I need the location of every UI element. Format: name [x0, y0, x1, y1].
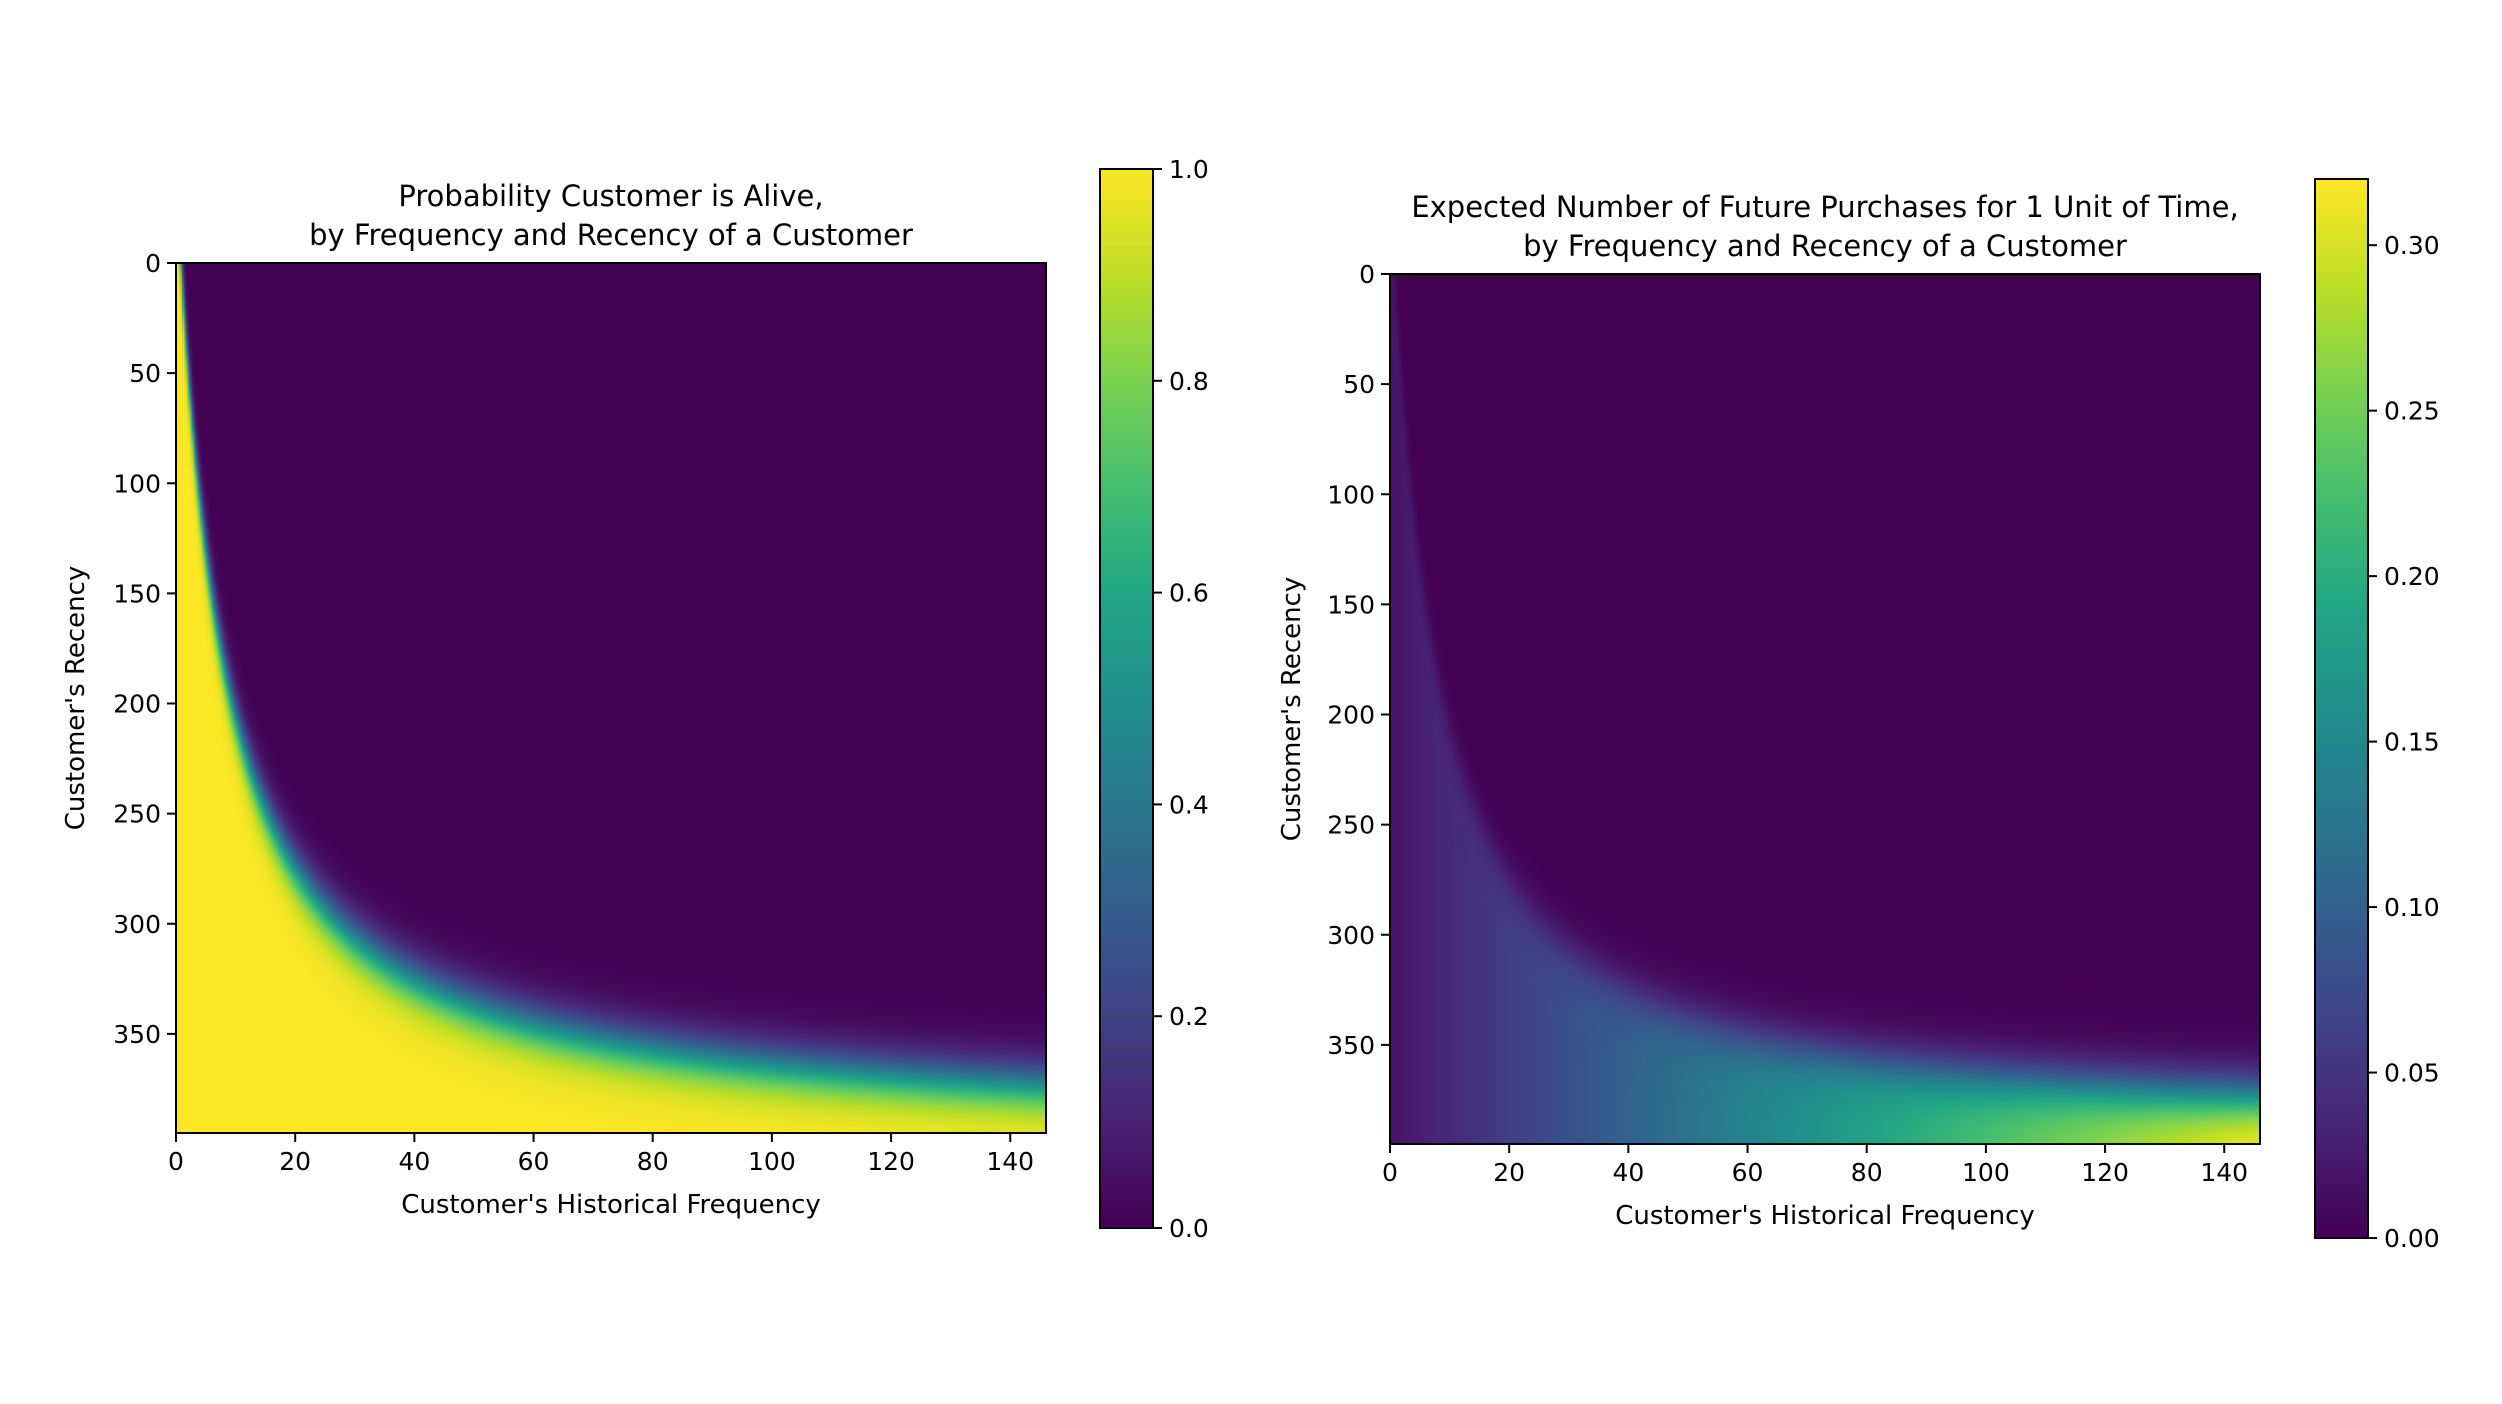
- chart1-colorbar-tick-label: 0.4: [1169, 790, 1209, 819]
- chart1-colorbar-frame: [1099, 168, 1154, 1229]
- chart2-y-tick-label: 350: [1327, 1031, 1375, 1060]
- chart2-plot-frame: [1389, 273, 2261, 1145]
- chart1-y-tick-label: 0: [145, 249, 161, 278]
- chart-probability-alive: Probability Customer is Alive, by Freque…: [61, 155, 1209, 1243]
- chart2-y-tick-label: 250: [1327, 811, 1375, 840]
- chart1-title-line1: Probability Customer is Alive,: [398, 179, 823, 213]
- chart2-y-label: Customer's Recency: [1277, 577, 1307, 842]
- chart1-x-tick-label: 120: [867, 1147, 915, 1176]
- chart1-colorbar-tick-label: 0.6: [1169, 579, 1209, 608]
- chart1-plot-frame: [175, 262, 1047, 1134]
- chart1-colorbar-image: [1100, 169, 1153, 1228]
- chart2-title-line2: by Frequency and Recency of a Customer: [1523, 229, 2127, 263]
- chart2-heatmap-image: [1390, 274, 2260, 1144]
- chart2-colorbar-tick-label: 0.30: [2384, 231, 2440, 260]
- chart1-x-tick-label: 20: [279, 1147, 311, 1176]
- chart1-y-label: Customer's Recency: [61, 566, 91, 831]
- chart2-colorbar-tick-label: 0.10: [2384, 893, 2440, 922]
- chart2-x-tick-label: 40: [1612, 1158, 1644, 1187]
- chart1-y-tick-label: 100: [113, 469, 161, 498]
- chart1-colorbar-tick-label: 1.0: [1169, 155, 1209, 184]
- chart1-x-tick-label: 140: [986, 1147, 1034, 1176]
- chart2-x-tick-label: 120: [2081, 1158, 2129, 1187]
- chart1-y-tick-label: 300: [113, 910, 161, 939]
- chart2-y-tick-label: 100: [1327, 480, 1375, 509]
- chart2-x-tick-label: 80: [1851, 1158, 1883, 1187]
- chart1-colorbar-tick-label: 0.8: [1169, 367, 1209, 396]
- chart2-y-tick-label: 50: [1343, 370, 1375, 399]
- chart2-colorbar-ticks: 0.00 0.05 0.10 0.15 0.20 0.25 0.30: [2368, 231, 2440, 1253]
- chart1-heatmap-image: [176, 263, 1046, 1133]
- chart2-colorbar-image: [2315, 179, 2368, 1238]
- chart1-y-tick-label: 250: [113, 800, 161, 829]
- chart1-x-tick-label: 0: [168, 1147, 184, 1176]
- chart1-colorbar-tick-label: 0.2: [1169, 1002, 1209, 1031]
- chart2-title-line1: Expected Number of Future Purchases for …: [1411, 190, 2238, 224]
- chart1-y-tick-label: 350: [113, 1020, 161, 1049]
- chart1-y-ticks: 0 50 100 150 200 250 300 350: [113, 249, 176, 1049]
- chart1-y-tick-label: 150: [113, 579, 161, 608]
- chart1-colorbar-tick-label: 0.0: [1169, 1214, 1209, 1243]
- chart2-x-tick-label: 0: [1382, 1158, 1398, 1187]
- chart1-y-tick-label: 200: [113, 690, 161, 719]
- chart2-y-tick-label: 0: [1359, 260, 1375, 289]
- chart2-x-label: Customer's Historical Frequency: [1615, 1201, 2035, 1231]
- chart1-x-tick-label: 60: [518, 1147, 550, 1176]
- chart2-colorbar-tick-label: 0.20: [2384, 562, 2440, 591]
- chart1-title-line2: by Frequency and Recency of a Customer: [309, 218, 913, 252]
- chart2-y-tick-label: 300: [1327, 921, 1375, 950]
- chart-expected-purchases: Expected Number of Future Purchases for …: [1277, 178, 2440, 1253]
- chart1-x-tick-label: 40: [398, 1147, 430, 1176]
- chart1-x-tick-label: 80: [637, 1147, 669, 1176]
- chart2-colorbar-tick-label: 0.15: [2384, 728, 2440, 757]
- chart1-x-ticks: 0 20 40 60 80 100 120 140: [168, 1133, 1034, 1176]
- chart2-x-tick-label: 140: [2200, 1158, 2248, 1187]
- chart2-x-tick-label: 20: [1493, 1158, 1525, 1187]
- chart2-y-tick-label: 200: [1327, 701, 1375, 730]
- chart1-y-tick-label: 50: [129, 359, 161, 388]
- chart2-colorbar-tick-label: 0.25: [2384, 397, 2440, 426]
- chart2-colorbar-tick-label: 0.05: [2384, 1059, 2440, 1088]
- chart2-colorbar-tick-label: 0.00: [2384, 1224, 2440, 1253]
- chart2-x-tick-label: 100: [1962, 1158, 2010, 1187]
- chart1-x-tick-label: 100: [748, 1147, 796, 1176]
- chart2-y-ticks: 0 50 100 150 200 250 300 350: [1327, 260, 1390, 1060]
- chart1-colorbar-ticks: 0.0 0.2 0.4 0.6 0.8 1.0: [1153, 155, 1209, 1243]
- chart2-x-tick-label: 60: [1732, 1158, 1764, 1187]
- chart1-x-label: Customer's Historical Frequency: [401, 1190, 821, 1220]
- chart2-colorbar-frame: [2314, 178, 2369, 1239]
- chart2-y-tick-label: 150: [1327, 590, 1375, 619]
- chart2-x-ticks: 0 20 40 60 80 100 120 140: [1382, 1144, 2248, 1187]
